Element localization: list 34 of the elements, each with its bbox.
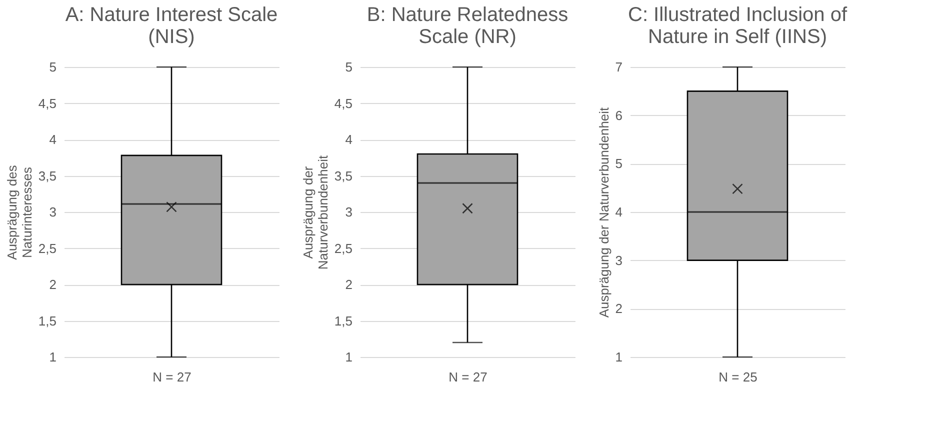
- y-tick-label: 4: [615, 204, 622, 220]
- chart-title: B: Nature Relatedness Scale (NR): [366, 4, 568, 48]
- y-tick-label: 1,5: [334, 313, 352, 328]
- y-tick-label: 4: [345, 132, 352, 147]
- x-axis-title: N = 27: [152, 370, 192, 384]
- y-tick-label: 5: [49, 60, 56, 74]
- y-tick-label: 2: [615, 301, 622, 316]
- y-tick-label: 1: [345, 350, 352, 364]
- y-tick-label: 4: [49, 132, 56, 147]
- y-tick-label: 1: [49, 350, 56, 364]
- y-tick-label: 5: [345, 60, 352, 74]
- y-tick-label: 2: [49, 277, 56, 292]
- y-tick-label: 1: [615, 350, 622, 364]
- y-tick-label: 7: [615, 60, 622, 74]
- y-tick-label: 3,5: [334, 168, 352, 184]
- chart-title: A: Nature Interest Scale (NIS): [65, 4, 278, 48]
- y-tick-label: 2,5: [334, 240, 352, 256]
- y-tick-label: 3,5: [38, 168, 56, 184]
- y-tick-label: 1,5: [38, 313, 56, 328]
- y-tick-label: 5: [615, 156, 622, 172]
- y-axis-title: Ausprägung der Naturverbundenheit: [596, 106, 612, 318]
- y-tick-label: 3: [615, 252, 622, 268]
- y-tick-label: 3: [345, 204, 352, 220]
- x-axis-title: N = 25: [718, 370, 758, 384]
- y-tick-label: 2,5: [38, 240, 56, 256]
- chart-title: C: Illustrated Inclusion of Nature in Self (IINS): [628, 4, 848, 48]
- y-tick-label: 4,5: [334, 96, 352, 111]
- y-tick-label: 2: [345, 277, 352, 292]
- y-tick-label: 3: [49, 204, 56, 220]
- y-axis-title: Ausprägung des Naturinteresses: [4, 164, 34, 260]
- y-tick-label: 4,5: [38, 96, 56, 111]
- y-axis-title: Ausprägung der Naturverbundenheit: [300, 155, 330, 270]
- y-tick-label: 6: [615, 108, 622, 123]
- x-axis-title: N = 27: [448, 370, 488, 384]
